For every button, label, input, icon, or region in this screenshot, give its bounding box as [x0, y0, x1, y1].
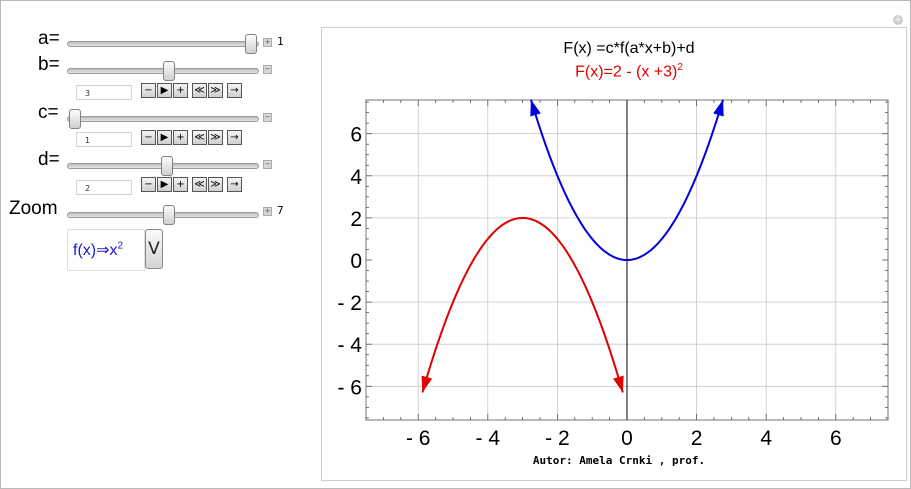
series-arrowhead-1 [713, 99, 724, 117]
x-tick-label: 4 [760, 427, 772, 450]
specific-formula: F(x)=2 - (x +3)2 [575, 62, 683, 81]
series-curve-2 [421, 216, 624, 393]
zoom-value: 7 [277, 204, 284, 217]
d-faster-button[interactable]: ≫ [208, 177, 223, 192]
b-play-button[interactable]: ▶ [157, 83, 172, 98]
a-value: 1 [277, 35, 284, 48]
c-direction-button[interactable]: → [227, 130, 242, 145]
a-expand-icon[interactable]: + [263, 38, 272, 47]
y-tick-label: 0 [350, 250, 362, 273]
c-collapse-icon[interactable]: − [263, 113, 272, 122]
c-faster-button[interactable]: ≫ [208, 130, 223, 145]
b-increment-button[interactable]: + [173, 83, 188, 98]
x-tick-label: - 6 [406, 427, 431, 450]
zoom-label: Zoom [9, 198, 58, 219]
a-slider-thumb[interactable] [245, 34, 257, 54]
b-direction-button[interactable]: → [227, 83, 242, 98]
y-tick-label: - 2 [337, 292, 362, 315]
d-decrement-button[interactable]: − [141, 177, 156, 192]
x-tick-label: 0 [621, 427, 633, 450]
b-faster-button[interactable]: ≫ [208, 83, 223, 98]
d-label: d= [38, 149, 60, 170]
b-slower-button[interactable]: ≪ [192, 83, 207, 98]
plot-panel: F(x) =c*f(a*x+b)+d F(x)=2 - (x +3)2 - 6-… [321, 27, 907, 481]
function-display: f(x)⇒x2 [67, 229, 145, 271]
d-value-field[interactable]: 2 [76, 180, 132, 195]
c-decrement-button[interactable]: − [141, 130, 156, 145]
b-animation-controls: − ▶ + ≪ ≫ → [141, 83, 243, 98]
d-slider-thumb[interactable] [161, 156, 173, 176]
function-plot: - 6 - 4 - 2 0 2 4 6 - 6 - 4 - 2 0 2 4 6 [337, 99, 889, 450]
series-curve-1 [529, 99, 725, 262]
zoom-expand-icon[interactable]: + [263, 207, 272, 216]
d-increment-button[interactable]: + [173, 177, 188, 192]
a-label: a= [38, 28, 60, 49]
c-play-button[interactable]: ▶ [157, 130, 172, 145]
y-tick-label: - 6 [337, 376, 362, 399]
function-dropdown-button[interactable]: V [145, 229, 163, 269]
d-play-button[interactable]: ▶ [157, 177, 172, 192]
panel-options-icon[interactable]: + [893, 15, 903, 25]
c-value-field[interactable]: 1 [76, 132, 132, 147]
c-increment-button[interactable]: + [173, 130, 188, 145]
b-value-field[interactable]: 3 [76, 85, 132, 100]
c-slower-button[interactable]: ≪ [192, 130, 207, 145]
y-tick-label: 4 [350, 166, 362, 189]
d-animation-controls: − ▶ + ≪ ≫ → [141, 177, 243, 192]
b-decrement-button[interactable]: − [141, 83, 156, 98]
b-slider-thumb[interactable] [163, 61, 175, 81]
c-animation-controls: − ▶ + ≪ ≫ → [141, 130, 243, 145]
series-arrowhead-2 [421, 375, 433, 393]
c-slider[interactable] [67, 116, 259, 122]
x-tick-label: 6 [830, 427, 842, 450]
b-collapse-icon[interactable]: − [263, 65, 272, 74]
a-slider[interactable] [67, 41, 259, 47]
x-tick-label: - 4 [476, 427, 501, 450]
author-credit: Autor: Amela Crnki , prof. [532, 454, 706, 467]
series-arrowhead-1 [530, 99, 541, 117]
y-tick-label: - 4 [337, 334, 362, 357]
general-formula: F(x) =c*f(a*x+b)+d [563, 40, 695, 57]
x-tick-label: - 2 [545, 427, 570, 450]
zoom-slider-thumb[interactable] [163, 205, 175, 225]
c-slider-thumb[interactable] [69, 109, 81, 129]
y-tick-label: 2 [350, 208, 362, 231]
x-tick-label: 2 [691, 427, 703, 450]
y-tick-label: 6 [350, 124, 362, 147]
function-text: f(x)⇒x2 [73, 240, 124, 259]
c-label: c= [38, 102, 59, 123]
d-slower-button[interactable]: ≪ [192, 177, 207, 192]
b-label: b= [38, 54, 60, 75]
d-direction-button[interactable]: → [227, 177, 242, 192]
series-arrowhead-2 [613, 375, 624, 393]
d-collapse-icon[interactable]: − [263, 160, 272, 169]
